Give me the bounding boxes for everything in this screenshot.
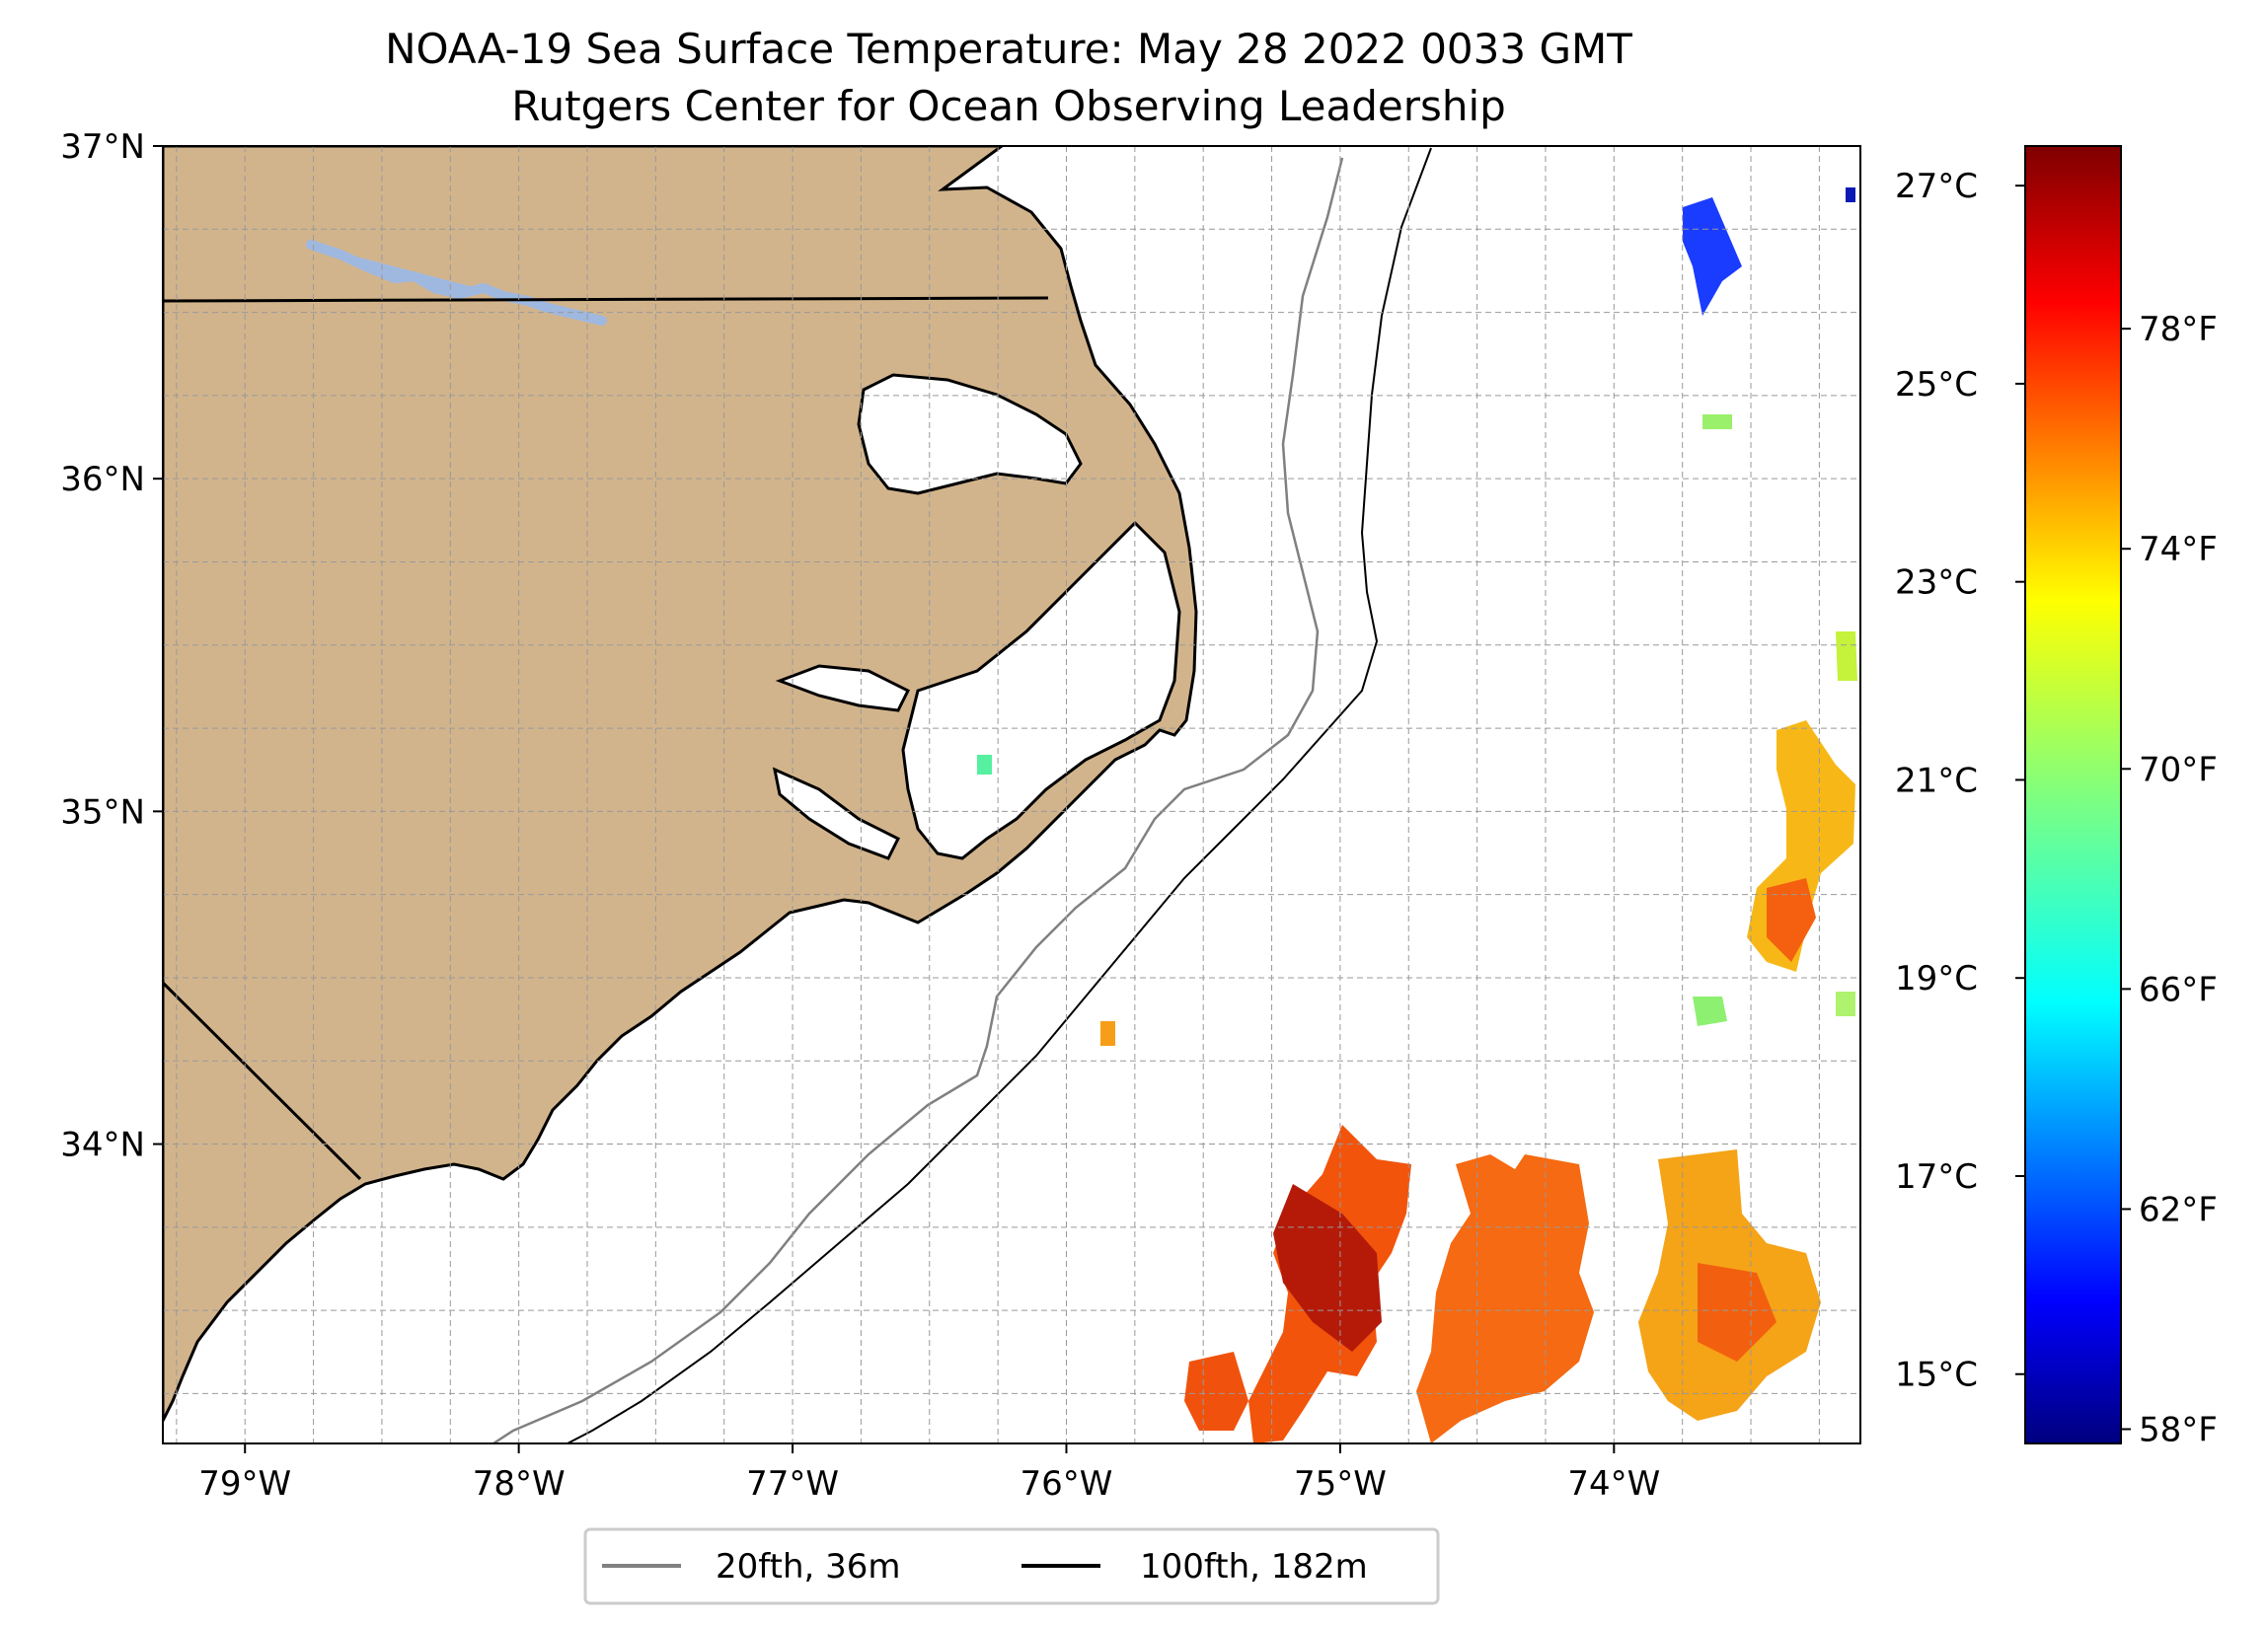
lon-tick-label: 78°W [473,1464,566,1504]
sst-patch [1693,997,1727,1026]
lat-tick-label: 36°N [60,460,145,499]
map-title: NOAA-19 Sea Surface Temperature: May 28 … [385,25,1632,73]
state-border-nc-sc [163,981,362,1181]
sst-patch [1184,1352,1248,1431]
celsius-tick-label: 19°C [1895,959,1978,998]
legend-box [583,1527,1440,1605]
fahrenheit-tick-label: 66°F [2139,970,2218,1009]
neuse-river [775,664,911,712]
lat-tick-label: 35°N [60,792,145,832]
legend: 20fth, 36m 100fth, 182m [583,1527,1440,1605]
fahrenheit-tick-label: 58°F [2139,1411,2218,1450]
celsius-tick-label: 27°C [1895,167,1978,206]
lon-tick-label: 74°W [1567,1464,1660,1504]
gridlines [163,146,1860,1443]
sst-patch [1767,878,1816,962]
sst-patch [1698,1263,1777,1362]
fahrenheit-tick-label: 74°F [2139,530,2218,569]
lon-tick-label: 79°W [198,1464,291,1504]
lon-tick-label: 75°W [1294,1464,1387,1504]
isobath-20fth [492,157,1344,1443]
sst-patch [977,755,992,775]
sst-patch [1273,1184,1382,1352]
lat-tick-label: 34°N [60,1126,145,1165]
lon-tick-label: 77°W [746,1464,839,1504]
celsius-tick-label: 25°C [1895,365,1978,405]
celsius-ticks: 27°C 25°C 23°C 21°C 19°C 17°C 15°C [1895,167,2025,1395]
sst-patch [1702,414,1732,429]
colorbar: 27°C 25°C 23°C 21°C 19°C 17°C 15°C 78°F 74°F 70°… [1895,145,2218,1450]
lon-ticks: 79°W 78°W 77°W 76°W 75°W 74°W [198,1443,1660,1504]
fahrenheit-tick-label: 70°F [2139,750,2218,789]
celsius-tick-label: 15°C [1895,1356,1978,1395]
sst-patches [977,187,1857,1443]
sst-patch [1416,1154,1594,1443]
legend-label-20fth: 20fth, 36m [716,1547,901,1587]
sst-patch [1846,187,1855,202]
lat-ticks: 37°N 36°N 35°N 34°N [60,127,163,1165]
map-frame [162,145,1861,1444]
lon-tick-label: 76°W [1021,1464,1113,1504]
albemarle-sound [857,373,1083,495]
fahrenheit-tick-label: 78°F [2139,310,2218,349]
celsius-tick-label: 17°C [1895,1157,1978,1197]
sst-patch [1683,197,1742,316]
legend-label-100fth: 100fth, 182m [1140,1547,1368,1587]
celsius-tick-label: 23°C [1895,563,1978,603]
sst-patch [1100,1021,1115,1046]
map-subtitle: Rutgers Center for Ocean Observing Leade… [511,82,1506,130]
fahrenheit-ticks: 78°F 74°F 70°F 66°F 62°F 58°F [2121,310,2218,1450]
inland-lake [306,240,607,326]
map-panel [162,145,1861,1444]
pamlico-sound [901,520,1181,860]
fahrenheit-tick-label: 62°F [2139,1190,2218,1229]
celsius-tick-label: 21°C [1895,761,1978,800]
pamlico-river [772,767,901,860]
lat-tick-label: 37°N [60,127,145,167]
sst-patch [1836,631,1857,681]
colorbar-gradient [2024,145,2122,1444]
sst-patch [1836,992,1855,1016]
state-border-va-nc [163,296,1049,303]
